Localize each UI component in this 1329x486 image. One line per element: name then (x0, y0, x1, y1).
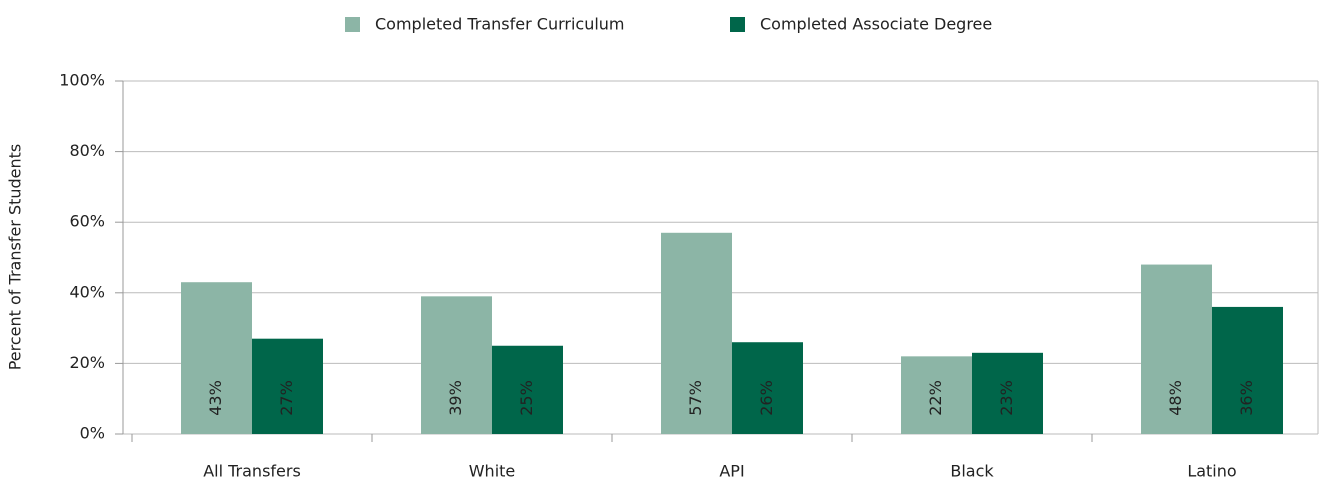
y-axis-label: Percent of Transfer Students (6, 144, 25, 371)
bar (901, 356, 972, 434)
y-tick-label: 80% (69, 141, 105, 160)
value-label: 22% (926, 380, 945, 416)
legend-swatch (730, 17, 745, 32)
value-label: 26% (757, 380, 776, 416)
legend-label: Completed Transfer Curriculum (375, 15, 625, 34)
bar (492, 345, 563, 434)
x-tick-label: Black (950, 462, 994, 481)
x-tick-label: Latino (1187, 462, 1236, 481)
y-tick-label: 60% (69, 212, 105, 231)
y-tick-label: 100% (59, 71, 105, 90)
bar (972, 352, 1043, 434)
value-label: 57% (686, 380, 705, 416)
bar (421, 296, 492, 434)
value-label: 39% (446, 380, 465, 416)
bar (661, 232, 732, 434)
bar (1141, 264, 1212, 434)
legend-swatch (345, 17, 360, 32)
value-label: 43% (206, 380, 225, 416)
value-label: 23% (997, 380, 1016, 416)
y-tick-label: 0% (80, 424, 105, 443)
y-tick-label: 20% (69, 353, 105, 372)
legend-label: Completed Associate Degree (760, 15, 992, 34)
bar (181, 282, 252, 434)
x-tick-label: API (719, 462, 744, 481)
x-tick-label: White (469, 462, 516, 481)
value-label: 25% (517, 380, 536, 416)
y-tick-label: 40% (69, 282, 105, 301)
x-tick-label: All Transfers (203, 462, 301, 481)
bar (1212, 306, 1283, 434)
bar (732, 342, 803, 434)
value-label: 36% (1237, 380, 1256, 416)
value-label: 48% (1166, 380, 1185, 416)
value-label: 27% (277, 380, 296, 416)
bar (252, 338, 323, 434)
